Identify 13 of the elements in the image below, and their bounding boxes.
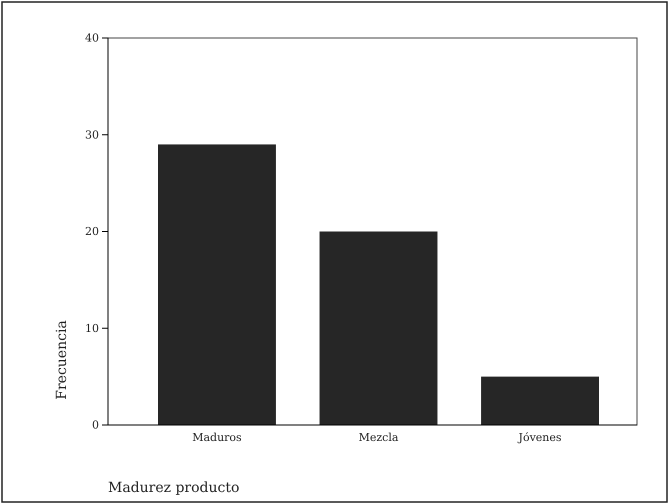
- x-tick-label: Maduros: [192, 430, 242, 444]
- y-tick-label: 0: [92, 418, 99, 432]
- y-tick-label: 20: [85, 225, 99, 238]
- bar: [320, 232, 438, 425]
- y-axis-title: Frecuencia: [54, 320, 70, 400]
- y-tick-label: 10: [85, 322, 99, 335]
- x-tick-label: Jóvenes: [518, 430, 562, 444]
- x-tick-label: Mezcla: [358, 430, 399, 444]
- bar: [158, 144, 276, 425]
- y-tick-label: 30: [85, 128, 99, 142]
- x-axis-title: Madurez producto: [108, 480, 240, 496]
- y-tick-label: 40: [85, 32, 99, 45]
- bar: [481, 376, 599, 425]
